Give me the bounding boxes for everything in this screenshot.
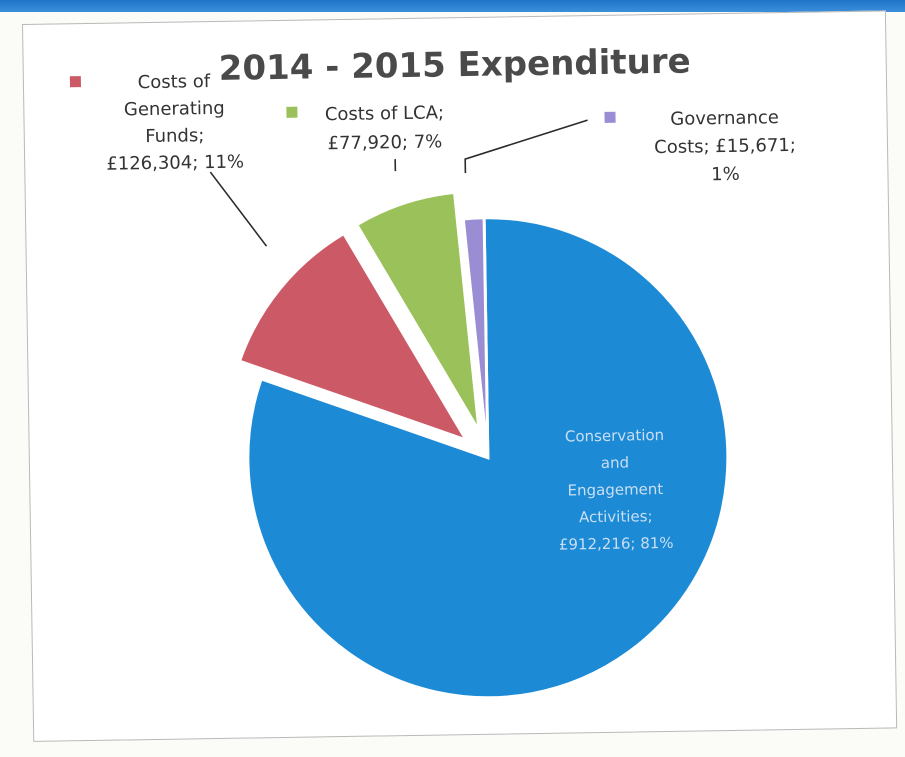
label-generating-funds: Costs of Generating Funds; £126,304; 11%: [105, 71, 244, 175]
chart-frame: 2014 - 2015 Expenditure Conservation and E…: [22, 10, 898, 742]
leader-line-generating-funds: [209, 171, 268, 247]
label-line-governance-0: Governance: [670, 107, 779, 130]
legend-marker-generating-funds: [69, 76, 81, 88]
label-line-lca-0: Costs of LCA;: [325, 102, 444, 125]
label-line-governance-2: 1%: [711, 164, 740, 185]
label-line-governance-1: Costs; £15,671;: [654, 135, 796, 158]
pie-slice-governance: [461, 216, 490, 458]
label-line-conservation-0: Conservation: [565, 426, 664, 446]
pie-slice-lca: [354, 190, 481, 432]
label-line-generating-funds-1: Generating: [124, 98, 225, 121]
label-line-conservation-4: £912,216; 81%: [559, 534, 674, 554]
label-lca: Costs of LCA; £77,920; 7%: [325, 102, 445, 154]
leader-line-governance: [464, 119, 588, 174]
leader-lines: [209, 119, 588, 247]
label-line-generating-funds-3: £126,304; 11%: [106, 152, 244, 175]
legend-marker-governance: [604, 111, 616, 123]
slice-labels: Conservation and Engagement Activities; £912…: [69, 71, 797, 554]
pie-slices: [237, 190, 730, 700]
expenditure-pie-chart: 2014 - 2015 Expenditure Conservation and E…: [69, 42, 797, 700]
label-conservation: Conservation and Engagement Activities; £912…: [557, 426, 674, 554]
chart-title: 2014 - 2015 Expenditure: [218, 42, 690, 89]
label-line-generating-funds-0: Costs of: [138, 71, 211, 93]
label-line-generating-funds-2: Funds;: [145, 125, 204, 147]
label-line-lca-1: £77,920; 7%: [327, 131, 442, 154]
label-governance: Governance Costs; £15,671; 1%: [654, 107, 797, 186]
label-line-conservation-3: Activities;: [579, 507, 653, 526]
label-line-conservation-1: and: [601, 454, 630, 472]
pie-slice-generating-funds: [237, 231, 470, 443]
top-color-band: [0, 0, 905, 12]
legend-marker-lca: [286, 106, 298, 118]
label-line-conservation-2: Engagement: [567, 480, 663, 500]
